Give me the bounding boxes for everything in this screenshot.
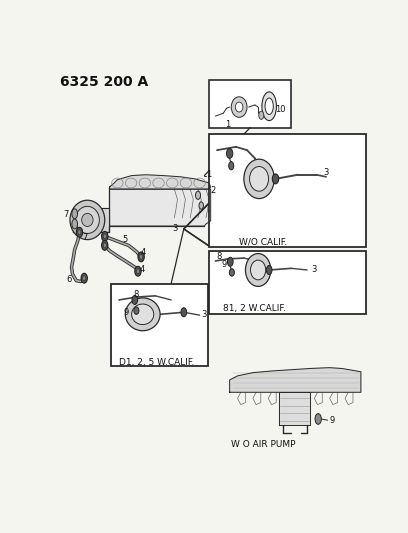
- Bar: [209, 251, 366, 314]
- Ellipse shape: [102, 231, 108, 241]
- Ellipse shape: [315, 414, 322, 424]
- Ellipse shape: [231, 97, 247, 117]
- Polygon shape: [73, 207, 109, 232]
- Ellipse shape: [75, 206, 100, 233]
- Ellipse shape: [199, 202, 204, 209]
- Ellipse shape: [72, 209, 78, 219]
- Text: 1: 1: [206, 170, 212, 179]
- Bar: [209, 134, 366, 247]
- Ellipse shape: [195, 191, 201, 199]
- Ellipse shape: [246, 254, 271, 286]
- Ellipse shape: [235, 102, 243, 112]
- Text: 9: 9: [123, 308, 129, 317]
- Ellipse shape: [259, 111, 264, 119]
- Text: 8: 8: [216, 252, 222, 261]
- Ellipse shape: [227, 257, 233, 266]
- Ellipse shape: [132, 295, 137, 304]
- Bar: [209, 80, 291, 127]
- Ellipse shape: [103, 234, 106, 239]
- Text: 3: 3: [311, 265, 316, 274]
- Text: 4: 4: [141, 248, 146, 257]
- Polygon shape: [279, 392, 310, 425]
- Text: 7: 7: [82, 233, 88, 243]
- Ellipse shape: [103, 243, 106, 248]
- Text: 6325 200 A: 6325 200 A: [60, 76, 149, 90]
- Text: 9: 9: [329, 416, 335, 425]
- Ellipse shape: [82, 213, 93, 227]
- Ellipse shape: [78, 230, 81, 235]
- Ellipse shape: [70, 200, 105, 240]
- Ellipse shape: [136, 269, 140, 273]
- Ellipse shape: [76, 227, 82, 237]
- Ellipse shape: [135, 266, 141, 276]
- Ellipse shape: [250, 166, 268, 191]
- Polygon shape: [109, 189, 211, 226]
- Ellipse shape: [226, 149, 233, 158]
- Ellipse shape: [229, 161, 234, 170]
- Ellipse shape: [251, 260, 266, 280]
- Text: W O AIR PUMP: W O AIR PUMP: [231, 440, 296, 449]
- Text: 3: 3: [323, 168, 328, 177]
- Text: 2: 2: [211, 186, 216, 195]
- Text: 8: 8: [133, 290, 139, 299]
- Ellipse shape: [266, 265, 272, 274]
- Text: 3: 3: [173, 224, 178, 232]
- Text: 1: 1: [225, 120, 230, 129]
- Text: 7: 7: [63, 211, 69, 220]
- Text: 10: 10: [275, 106, 286, 115]
- Ellipse shape: [262, 92, 277, 120]
- Ellipse shape: [134, 307, 139, 314]
- Text: 3: 3: [201, 310, 206, 319]
- Ellipse shape: [132, 304, 154, 325]
- Polygon shape: [109, 175, 211, 189]
- Ellipse shape: [181, 308, 186, 317]
- Text: 5: 5: [122, 235, 127, 244]
- Polygon shape: [230, 368, 361, 392]
- Ellipse shape: [138, 252, 144, 262]
- Ellipse shape: [229, 269, 234, 276]
- Ellipse shape: [140, 254, 143, 260]
- Text: 9: 9: [222, 260, 227, 269]
- Ellipse shape: [265, 98, 273, 115]
- Ellipse shape: [82, 276, 86, 281]
- Text: 4: 4: [140, 265, 145, 273]
- Ellipse shape: [125, 298, 160, 330]
- Text: 6: 6: [67, 275, 72, 284]
- Text: D1, 2, 5 W.CALIF.: D1, 2, 5 W.CALIF.: [119, 358, 194, 367]
- Ellipse shape: [72, 219, 78, 229]
- Ellipse shape: [81, 273, 87, 283]
- Ellipse shape: [244, 159, 274, 199]
- Ellipse shape: [273, 174, 279, 184]
- Ellipse shape: [102, 240, 108, 251]
- Text: 81, 2 W.CALIF.: 81, 2 W.CALIF.: [223, 304, 286, 313]
- Bar: [111, 284, 208, 366]
- Text: W/O CALIF.: W/O CALIF.: [239, 237, 287, 246]
